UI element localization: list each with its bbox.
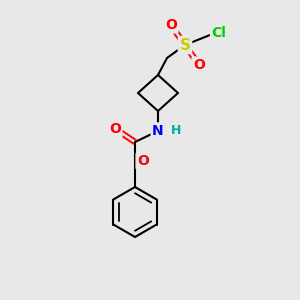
Text: Cl: Cl [212,26,226,40]
Text: S: S [179,38,191,52]
Text: O: O [193,58,205,72]
Text: H: H [171,124,181,136]
Text: O: O [109,122,121,136]
Text: O: O [137,154,149,168]
Text: O: O [165,18,177,32]
Text: N: N [152,124,164,138]
